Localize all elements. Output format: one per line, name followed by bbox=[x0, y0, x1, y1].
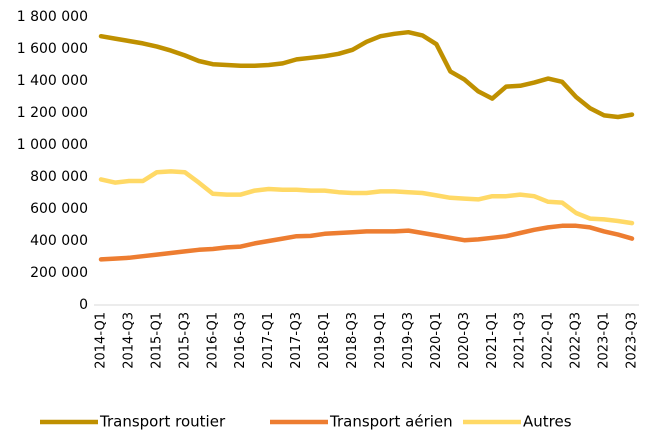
series-line bbox=[98, 29, 635, 120]
x-tick-label: 2015-Q3 bbox=[177, 312, 192, 369]
legend-label: Autres bbox=[523, 413, 572, 431]
x-tick-label: 2017-Q3 bbox=[289, 312, 304, 369]
x-tick-label: 2017-Q1 bbox=[261, 312, 276, 369]
y-tick-label: 600 000 bbox=[30, 201, 88, 217]
legend-label: Transport aérien bbox=[329, 413, 453, 431]
x-tick-label: 2022-Q3 bbox=[569, 312, 584, 369]
x-tick-label: 2016-Q3 bbox=[233, 312, 248, 369]
y-tick-label: 200 000 bbox=[30, 265, 88, 281]
x-tick-label: 2020-Q3 bbox=[457, 312, 472, 369]
x-tick-label: 2020-Q1 bbox=[429, 312, 444, 369]
legend-label: Transport routier bbox=[99, 413, 226, 431]
series-line bbox=[98, 169, 635, 226]
series-line bbox=[98, 223, 635, 262]
x-tick-label: 2018-Q1 bbox=[317, 312, 332, 369]
x-tick-label: 2021-Q1 bbox=[485, 312, 500, 369]
x-tick-label: 2018-Q3 bbox=[345, 312, 360, 369]
x-tick-label: 2021-Q3 bbox=[513, 312, 528, 369]
x-tick-label: 2022-Q1 bbox=[541, 312, 556, 369]
y-tick-label: 1 600 000 bbox=[17, 41, 88, 57]
y-tick-label: 800 000 bbox=[30, 169, 88, 185]
x-tick-label: 2019-Q1 bbox=[373, 312, 388, 369]
x-tick-label: 2016-Q1 bbox=[205, 312, 220, 369]
x-tick-label: 2014-Q3 bbox=[121, 312, 136, 369]
y-tick-label: 400 000 bbox=[30, 233, 88, 249]
x-tick-label: 2015-Q1 bbox=[149, 312, 164, 369]
y-tick-label: 0 bbox=[79, 297, 88, 313]
x-tick-label: 2023-Q1 bbox=[597, 312, 612, 369]
y-tick-label: 1 800 000 bbox=[17, 9, 88, 25]
x-tick-label: 2023-Q3 bbox=[625, 312, 640, 369]
y-tick-label: 1 400 000 bbox=[17, 73, 88, 89]
x-tick-label: 2019-Q3 bbox=[401, 312, 416, 369]
x-tick-label: 2014-Q1 bbox=[94, 312, 109, 369]
y-tick-label: 1 000 000 bbox=[17, 137, 88, 153]
y-tick-label: 1 200 000 bbox=[17, 105, 88, 121]
